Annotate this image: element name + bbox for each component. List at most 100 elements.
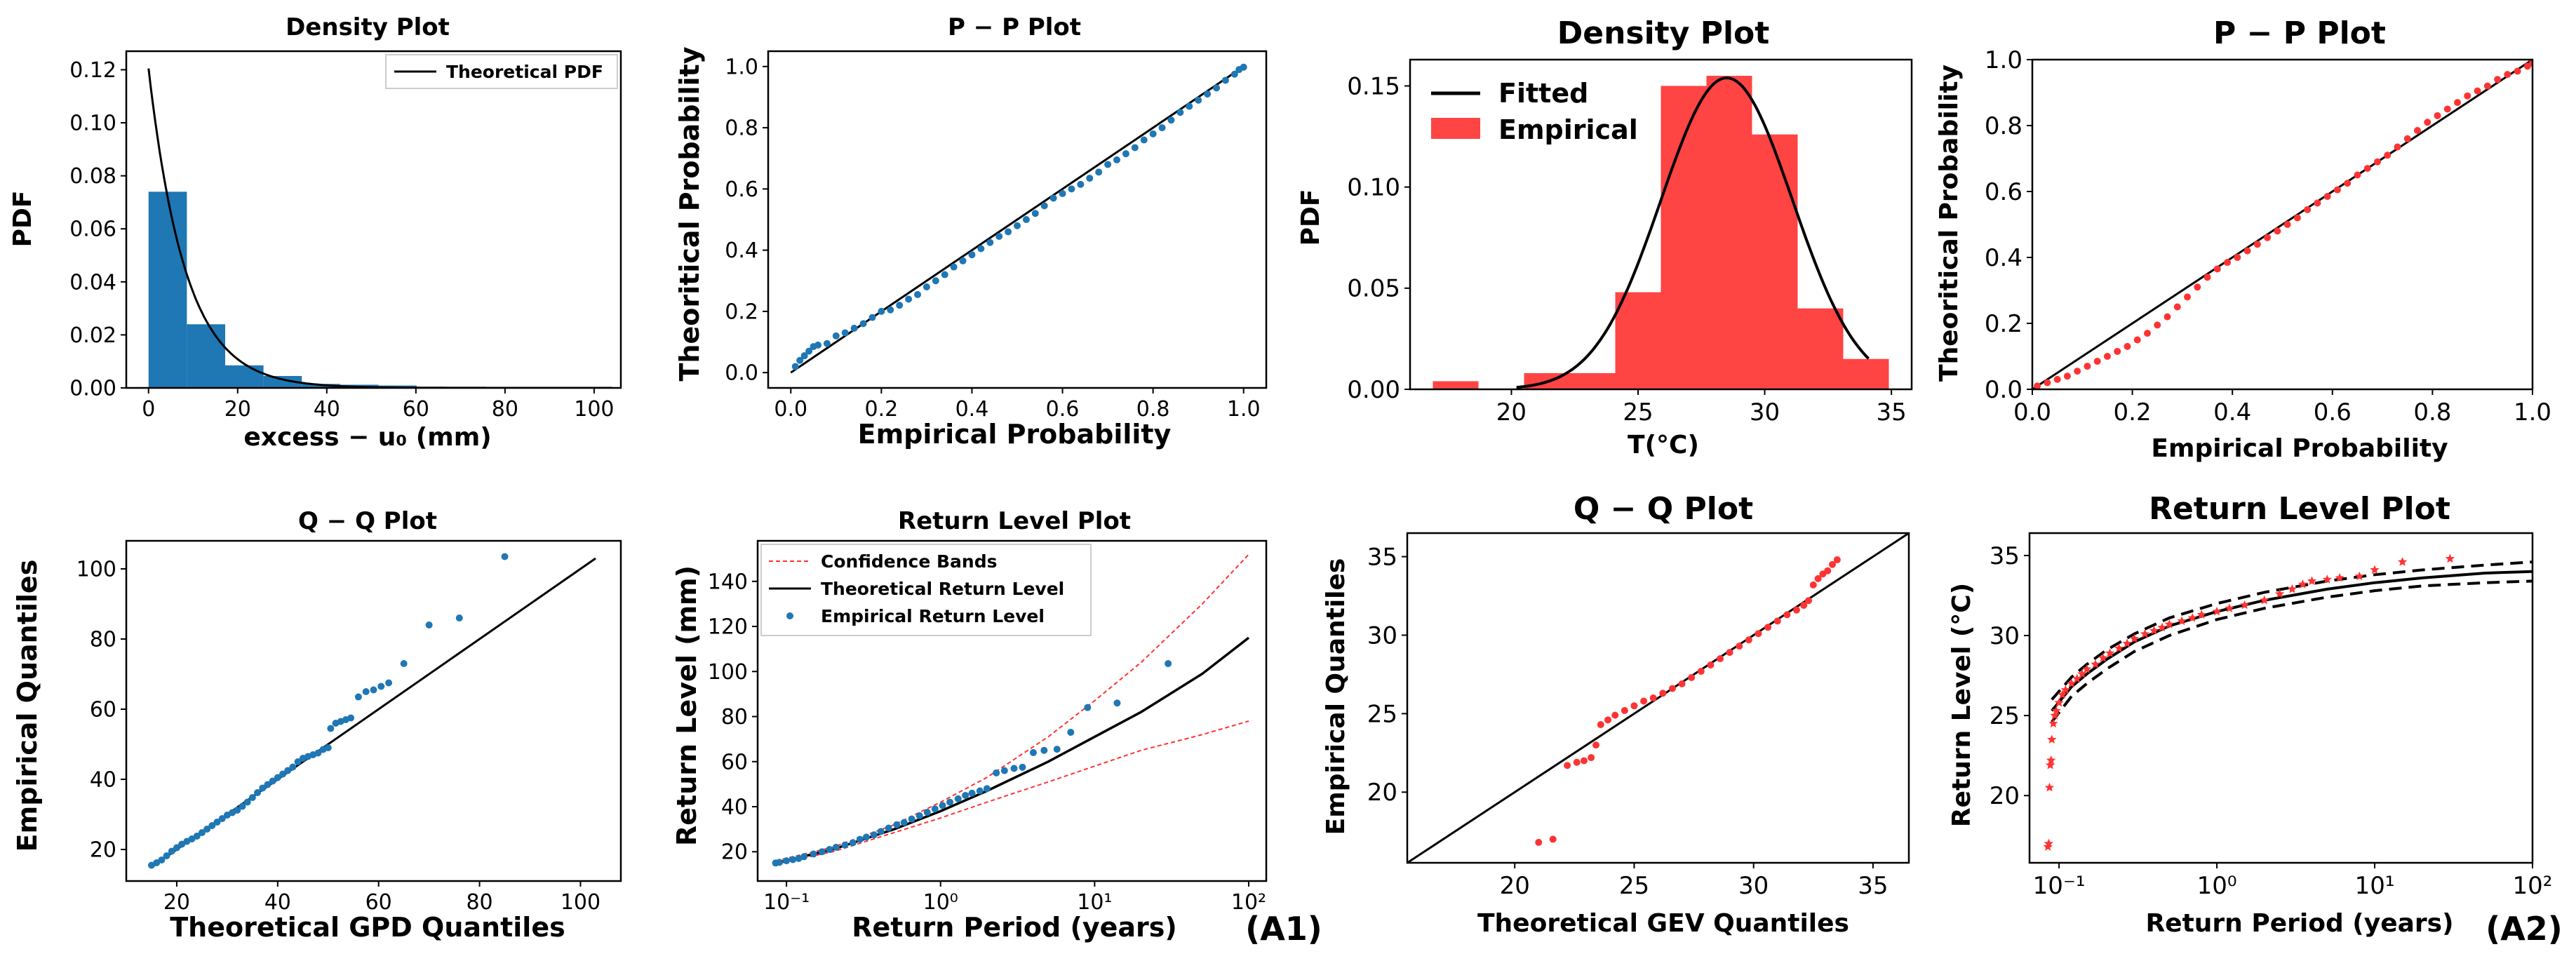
histogram-bar	[1569, 372, 1616, 389]
a2_qq-ytick-label: 20	[1367, 779, 1397, 807]
a1_qq-ytick-label: 20	[90, 838, 116, 863]
data-point	[923, 283, 930, 290]
data-point	[347, 714, 355, 722]
data-point	[1176, 109, 1184, 116]
data-point	[814, 341, 821, 349]
a1_return-ytick-label: 120	[708, 615, 748, 640]
data-point	[2323, 193, 2331, 201]
a2-density-ylabel: PDF	[1296, 189, 1325, 246]
panel-label-a1: (A1)	[1245, 910, 1322, 948]
data-point	[259, 784, 267, 792]
empirical-return-level-point	[900, 819, 908, 826]
empirical-return-level-star	[2051, 706, 2061, 715]
empirical-return-level-point	[976, 787, 984, 795]
a2_pp-plot-frame	[2031, 58, 2534, 391]
empirical-return-level-point	[877, 828, 885, 835]
data-point	[218, 815, 226, 822]
data-point	[327, 725, 335, 732]
data-point	[324, 744, 332, 751]
data-point	[1186, 102, 1193, 110]
data-point	[248, 794, 256, 801]
data-point	[1814, 574, 1822, 582]
data-point	[2243, 247, 2251, 255]
empirical-return-level-point	[800, 853, 808, 861]
data-point	[1549, 835, 1557, 843]
empirical-return-level-point	[923, 809, 931, 816]
empirical-return-level-star	[2274, 589, 2285, 598]
a2-return-ylabel: Return Level (°C)	[1947, 583, 1976, 827]
empirical-return-level-star	[2050, 711, 2060, 720]
a1_return-ytick-label: 100	[708, 660, 748, 685]
empirical-return-level-point	[1165, 660, 1172, 668]
a2_pp-ytick-label: 1.0	[1985, 46, 2022, 74]
legend-box	[760, 544, 1092, 636]
data-point	[2494, 76, 2502, 83]
data-point	[2443, 105, 2451, 113]
a2_pp-xtick-label: 0.4	[2213, 398, 2251, 426]
a2_qq-ytick-label: 35	[1367, 543, 1397, 571]
a1-return-panel: Return Level Plot Return Period (years) …	[671, 507, 1322, 948]
a2-pp-xlabel: Empirical Probability	[2151, 434, 2448, 463]
a1_qq-xtick-label: 100	[561, 890, 601, 915]
data-point	[2114, 347, 2121, 355]
empirical-return-level-point	[1084, 704, 1092, 711]
data-point	[1668, 685, 1676, 692]
data-point	[370, 686, 377, 694]
data-point	[1800, 601, 1808, 609]
a2-return-title: Return Level Plot	[2149, 491, 2450, 527]
data-point	[2133, 336, 2141, 344]
empirical-return-level-point	[776, 859, 784, 866]
a2-pp-panel: P − P Plot Empirical Probability Theorit…	[1935, 15, 2551, 463]
empirical-return-level-star	[2196, 610, 2206, 619]
data-point	[1049, 194, 1057, 202]
empirical-return-level-point	[885, 824, 892, 832]
data-point	[2124, 342, 2131, 350]
data-point	[501, 553, 509, 560]
a2_qq-plot-area	[1407, 533, 1909, 863]
data-point	[1697, 667, 1705, 675]
data-point	[1659, 690, 1667, 697]
a2_pp-ytick-label: 0.4	[1985, 244, 2022, 272]
empirical-return-level-point	[1040, 746, 1048, 754]
a1_density-xtick-label: 80	[492, 397, 518, 422]
data-point	[1611, 711, 1619, 719]
data-point	[2434, 112, 2441, 119]
data-point	[1829, 560, 1837, 568]
data-point	[2424, 119, 2431, 126]
data-point	[2483, 82, 2491, 90]
data-point	[914, 290, 921, 298]
a2_pp-xtick-label: 0.2	[2114, 398, 2152, 426]
empirical-return-level-star	[2297, 579, 2308, 589]
a2_pp-ytick-label: 0.0	[1985, 376, 2022, 404]
empirical-return-level-star	[2322, 574, 2332, 584]
empirical-return-level-star	[2240, 600, 2250, 610]
legend-label-empirical-return: Empirical Return Level	[821, 606, 1045, 626]
a1_pp-xtick-label: 0.4	[955, 397, 989, 422]
a2-qq-ylabel: Empirical Quantiles	[1322, 558, 1350, 835]
a1-density-legend: Theoretical PDF	[385, 54, 618, 89]
data-point	[1113, 156, 1120, 163]
empirical-return-level-star	[2048, 718, 2058, 728]
legend-box	[385, 54, 618, 89]
legend-label-fitted: Fitted	[1498, 78, 1588, 109]
a1_pp-xtick-label: 0.0	[774, 397, 807, 422]
empirical-return-level-point	[1067, 729, 1075, 737]
a1_pp-ytick-label: 0.0	[725, 361, 758, 386]
a1_qq-ytick-label: 60	[90, 698, 116, 723]
a2_density-xtick-label: 25	[1623, 398, 1653, 426]
a2-pp-title: P − P Plot	[2213, 15, 2386, 51]
a1-pp-ylabel: Theoritical Probability	[674, 46, 705, 381]
data-point	[234, 807, 241, 814]
data-point	[279, 770, 287, 778]
data-point	[2304, 206, 2312, 213]
empirical-return-level-point	[1010, 765, 1018, 772]
empirical-return-level-star	[2157, 622, 2167, 632]
empirical-return-level-point	[856, 835, 864, 843]
a2-pp-ylabel: Theoritical Probability	[1935, 65, 1964, 382]
histogram-bar	[187, 324, 225, 388]
histogram-bar	[1661, 86, 1707, 389]
a2_qq-xtick-label: 25	[1619, 872, 1649, 900]
data-point	[2084, 363, 2091, 370]
empirical-return-level-star	[2114, 643, 2124, 652]
data-point	[362, 688, 370, 695]
